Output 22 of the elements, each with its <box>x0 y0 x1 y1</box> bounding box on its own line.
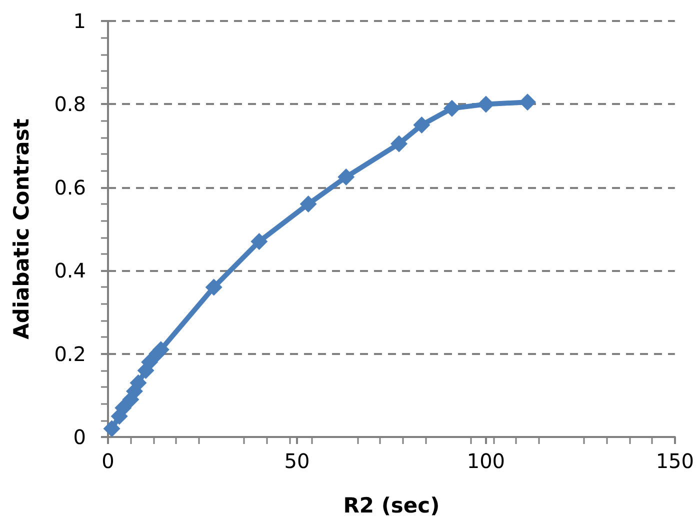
y-axis-title: Adiabatic Contrast <box>10 118 34 340</box>
point <box>338 168 355 186</box>
y-tick-label: 1 <box>73 9 86 33</box>
y-tick-label: 0.2 <box>54 342 86 366</box>
y-tick-label: 0.6 <box>54 175 86 200</box>
point <box>519 94 536 111</box>
x-tick-label: 50 <box>284 449 310 473</box>
x-axis-title: R2 (sec) <box>343 494 440 518</box>
point <box>413 116 430 134</box>
y-tick-label: 0 <box>73 425 86 449</box>
point <box>250 232 268 250</box>
point <box>103 420 120 438</box>
point <box>443 100 460 117</box>
point <box>205 278 222 296</box>
x-tick-label: 150 <box>656 449 694 473</box>
point <box>300 196 317 213</box>
y-tick-label: 0.4 <box>54 258 86 283</box>
x-tick-label: 0 <box>102 449 114 473</box>
y-tick-label: 0.8 <box>54 92 86 116</box>
x-tick-label: 100 <box>466 449 506 473</box>
point <box>477 96 494 113</box>
point <box>390 135 408 152</box>
